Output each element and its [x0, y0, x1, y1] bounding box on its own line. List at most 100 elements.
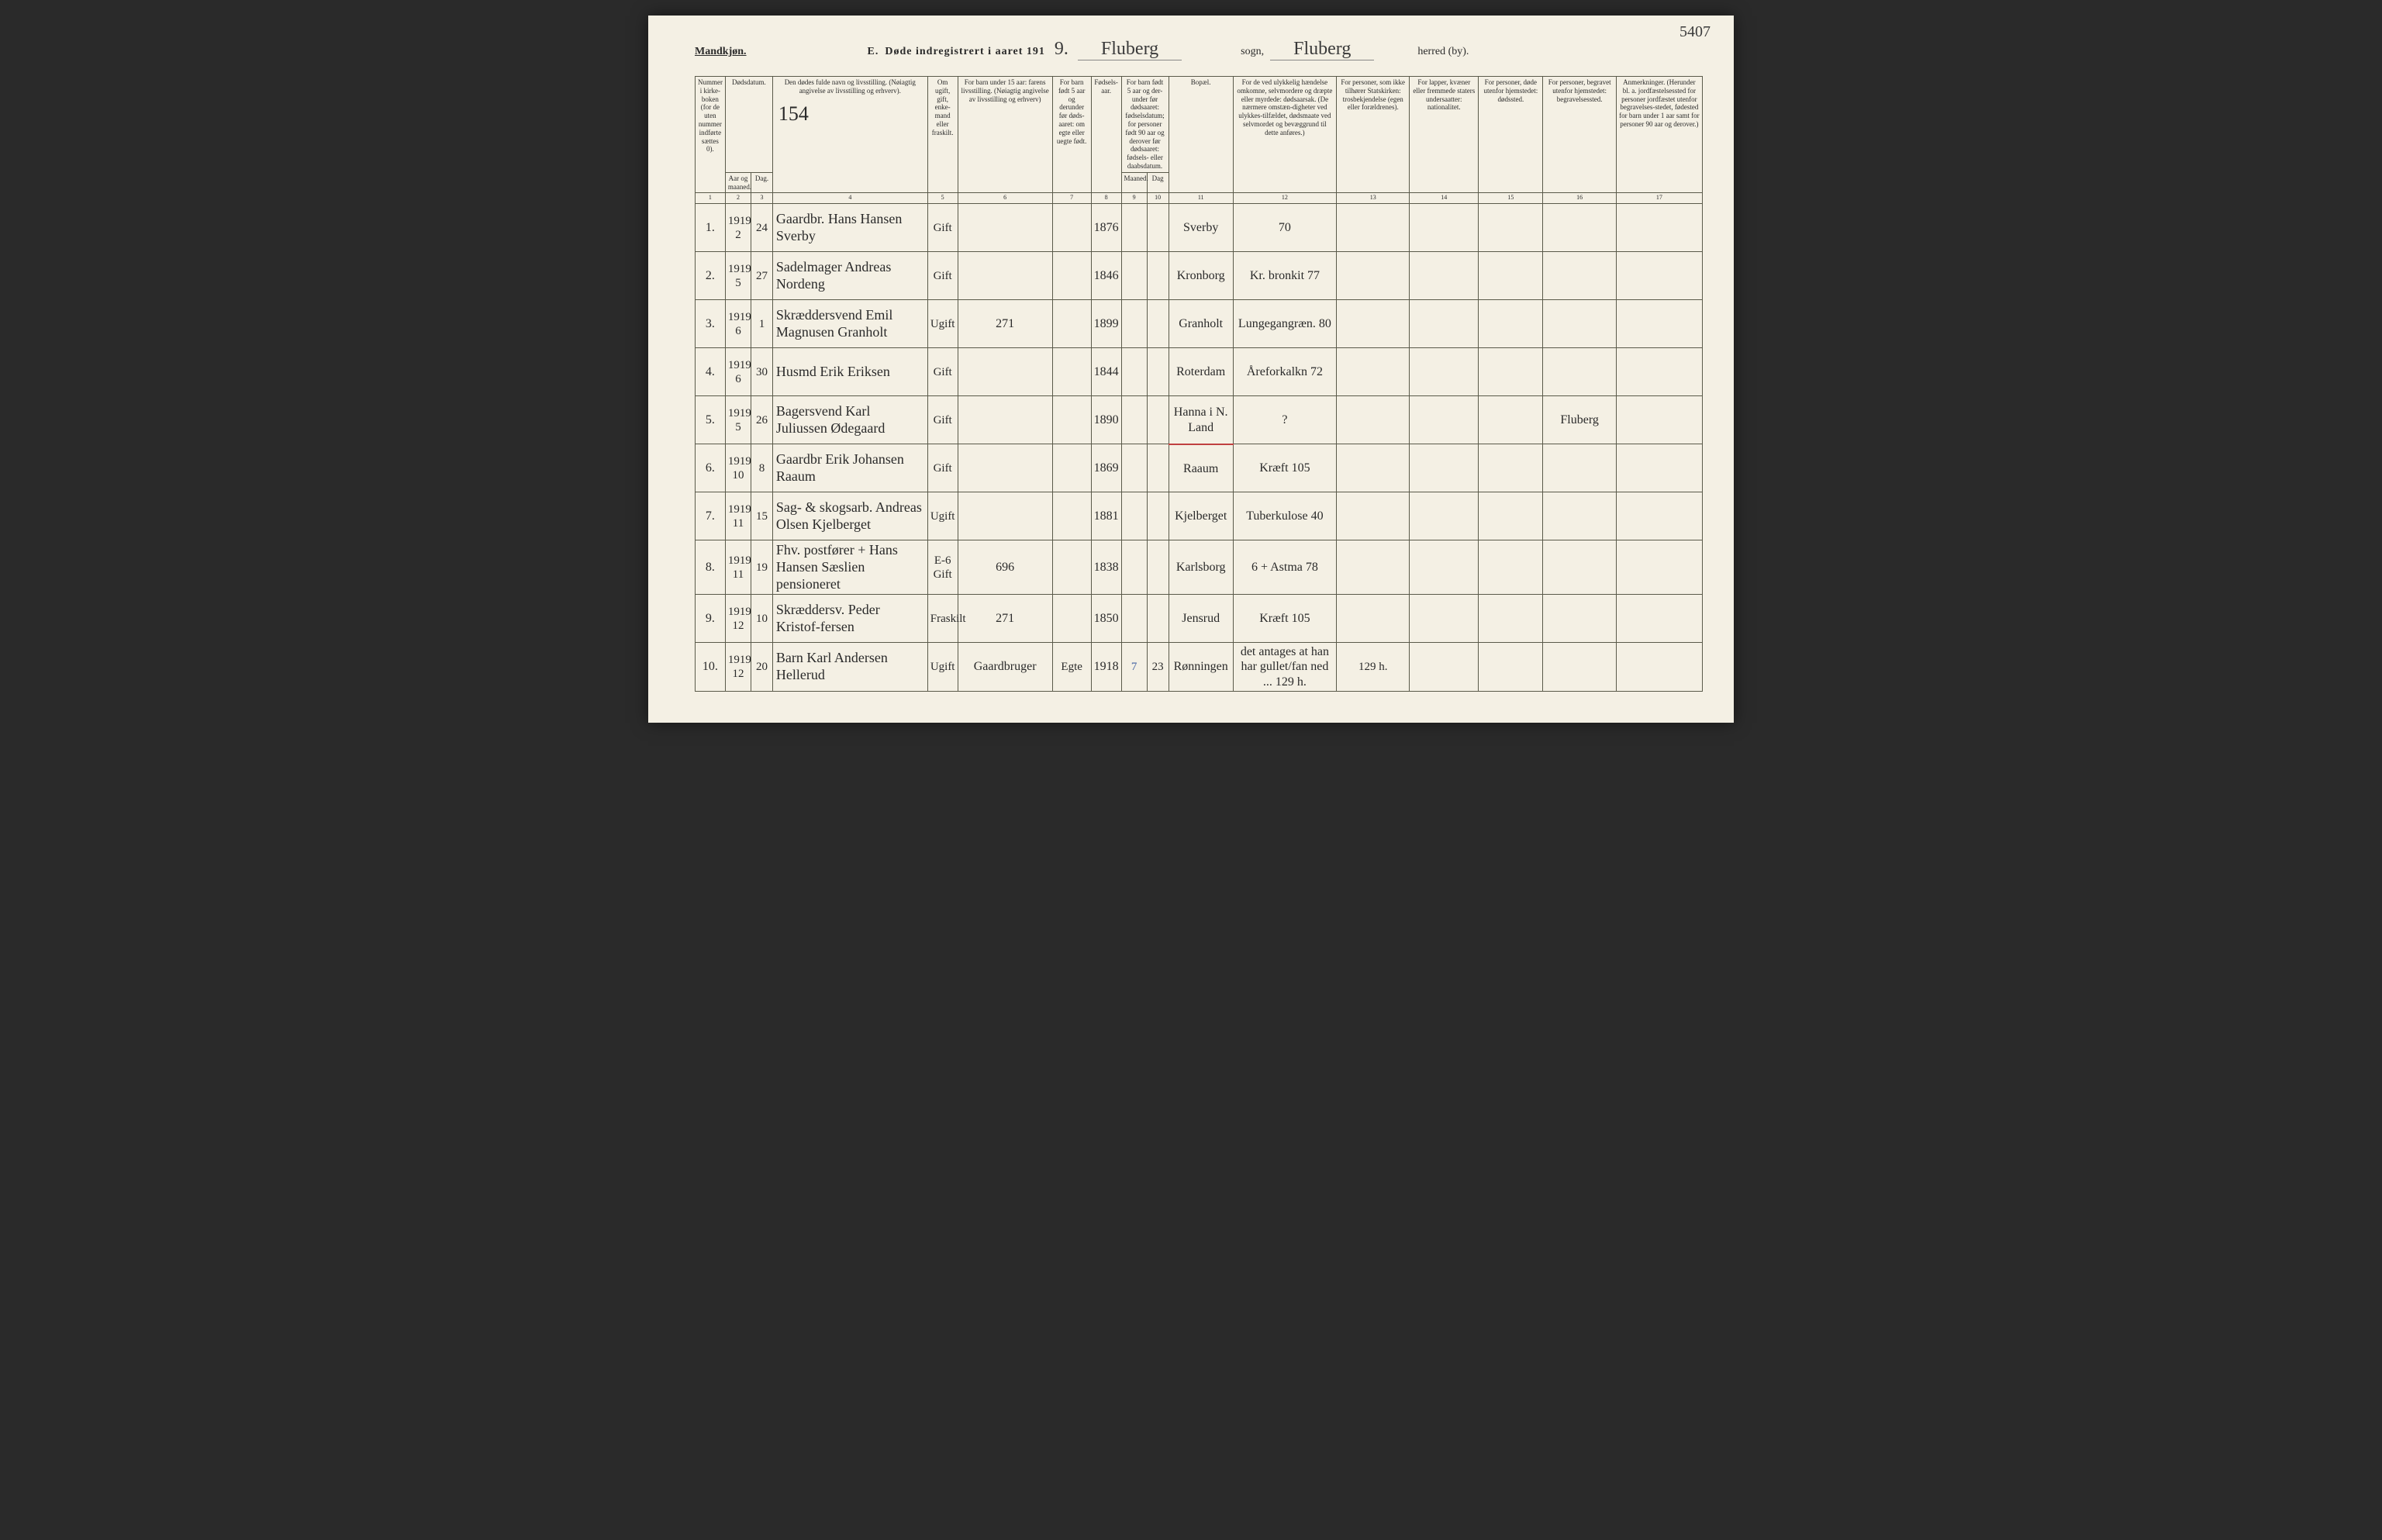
- cell-birthyear: 1869: [1091, 444, 1121, 492]
- cell-nationality: [1410, 444, 1479, 492]
- cell-birthyear: 1876: [1091, 204, 1121, 252]
- cell-civil: Ugift: [927, 643, 958, 692]
- colnum: 2: [725, 193, 751, 204]
- colnum: 9: [1121, 193, 1147, 204]
- cell-deathplace: [1479, 300, 1543, 348]
- cell-child5: [1052, 252, 1091, 300]
- cell-cause: ?: [1233, 396, 1336, 444]
- cell-day: 19: [751, 540, 773, 595]
- cell-remarks: [1616, 252, 1702, 300]
- cell-burialplace: [1543, 595, 1616, 643]
- cell-name: Sag- & skogsarb. Andreas Olsen Kjelberge…: [772, 492, 927, 540]
- colnum: 17: [1616, 193, 1702, 204]
- cell-deathplace: [1479, 348, 1543, 396]
- col-subheader-bday: Dag: [1147, 172, 1169, 193]
- col-header-number: Nummer i kirke-boken (for de uten nummer…: [696, 77, 726, 193]
- cell-father: [958, 492, 1052, 540]
- table-header: Nummer i kirke-boken (for de uten nummer…: [696, 77, 1703, 204]
- cell-nationality: [1410, 252, 1479, 300]
- cell-birth-month: 7: [1121, 643, 1147, 692]
- cell-deathplace: [1479, 444, 1543, 492]
- table-row: 5.1919526Bagersvend Karl Juliussen Ødega…: [696, 396, 1703, 444]
- col-header-burialplace: For personer, begravet utenfor hjemstede…: [1543, 77, 1616, 193]
- cell-residence: Kronborg: [1169, 252, 1233, 300]
- cell-religion: [1337, 348, 1410, 396]
- cell-remarks: [1616, 204, 1702, 252]
- cell-father: [958, 252, 1052, 300]
- cell-birth-day: [1147, 540, 1169, 595]
- cell-birth-day: [1147, 348, 1169, 396]
- cell-day: 26: [751, 396, 773, 444]
- cell-residence: Sverby: [1169, 204, 1233, 252]
- cell-deathplace: [1479, 396, 1543, 444]
- cell-cause: 70: [1233, 204, 1336, 252]
- cell-number: 3.: [696, 300, 726, 348]
- cell-father: [958, 396, 1052, 444]
- col-header-birthdate: For barn født 5 aar og der-under før død…: [1121, 77, 1169, 173]
- column-number-row: 1 2 3 4 5 6 7 8 9 10 11 12 13 14 15 16 1…: [696, 193, 1703, 204]
- cell-remarks: [1616, 444, 1702, 492]
- table-row: 1.1919224Gaardbr. Hans Hansen SverbyGift…: [696, 204, 1703, 252]
- parish-handwritten: Fluberg: [1078, 39, 1182, 60]
- col-header-birthyear: Fødsels-aar.: [1091, 77, 1121, 193]
- colnum: 3: [751, 193, 773, 204]
- cell-father: Gaardbruger: [958, 643, 1052, 692]
- cell-deathplace: [1479, 540, 1543, 595]
- cell-child5: [1052, 300, 1091, 348]
- col-header-remarks: Anmerkninger. (Herunder bl. a. jordfæste…: [1616, 77, 1702, 193]
- cell-nationality: [1410, 492, 1479, 540]
- cell-nationality: [1410, 643, 1479, 692]
- colnum: 7: [1052, 193, 1091, 204]
- cell-child5: [1052, 444, 1091, 492]
- col-header-deathdate: Dødsdatum.: [725, 77, 772, 173]
- cell-father: [958, 204, 1052, 252]
- cell-birthyear: 1846: [1091, 252, 1121, 300]
- cell-day: 20: [751, 643, 773, 692]
- section-letter: E.: [868, 46, 879, 58]
- table-body: 1.1919224Gaardbr. Hans Hansen SverbyGift…: [696, 204, 1703, 691]
- cell-nationality: [1410, 595, 1479, 643]
- cell-birth-month: [1121, 492, 1147, 540]
- cell-burialplace: [1543, 643, 1616, 692]
- cell-civil: Ugift: [927, 492, 958, 540]
- colnum: 6: [958, 193, 1052, 204]
- cell-religion: [1337, 540, 1410, 595]
- cell-residence: Roterdam: [1169, 348, 1233, 396]
- cell-deathplace: [1479, 204, 1543, 252]
- cell-birth-day: 23: [1147, 643, 1169, 692]
- gender-label: Mandkjøn.: [695, 46, 747, 58]
- cell-deathplace: [1479, 492, 1543, 540]
- col-header-residence: Bopæl.: [1169, 77, 1233, 193]
- col-header-father: For barn under 15 aar: farens livsstilli…: [958, 77, 1052, 193]
- cell-birthyear: 1918: [1091, 643, 1121, 692]
- cell-day: 15: [751, 492, 773, 540]
- cell-birth-day: [1147, 204, 1169, 252]
- cell-birth-day: [1147, 252, 1169, 300]
- cell-birth-month: [1121, 204, 1147, 252]
- cell-civil: E-6 Gift: [927, 540, 958, 595]
- cell-remarks: [1616, 540, 1702, 595]
- page-header: Mandkjøn. E. Døde indregistrert i aaret …: [695, 39, 1703, 60]
- cell-residence: Granholt: [1169, 300, 1233, 348]
- cell-remarks: [1616, 300, 1702, 348]
- page-number: 5407: [1679, 23, 1711, 41]
- cell-year-month: 19195: [725, 396, 751, 444]
- table-row: 2.1919527Sadelmager Andreas NordengGift1…: [696, 252, 1703, 300]
- colnum: 5: [927, 193, 958, 204]
- cell-year-month: 191911: [725, 540, 751, 595]
- table-row: 10.19191220Barn Karl Andersen HellerudUg…: [696, 643, 1703, 692]
- table-row: 3.191961Skræddersvend Emil Magnusen Gran…: [696, 300, 1703, 348]
- cell-birthyear: 1881: [1091, 492, 1121, 540]
- cell-year-month: 19196: [725, 348, 751, 396]
- cell-religion: 129 h.: [1337, 643, 1410, 692]
- cell-father: [958, 348, 1052, 396]
- cell-father: 271: [958, 595, 1052, 643]
- colnum: 12: [1233, 193, 1336, 204]
- cell-birth-month: [1121, 540, 1147, 595]
- cell-name: Bagersvend Karl Juliussen Ødegaard: [772, 396, 927, 444]
- cell-civil: Gift: [927, 396, 958, 444]
- table-row: 9.19191210Skræddersv. Peder Kristof-fers…: [696, 595, 1703, 643]
- col-header-name: Den dødes fulde navn og livsstilling. (N…: [772, 77, 927, 193]
- cell-year-month: 19192: [725, 204, 751, 252]
- cell-residence: Kjelberget: [1169, 492, 1233, 540]
